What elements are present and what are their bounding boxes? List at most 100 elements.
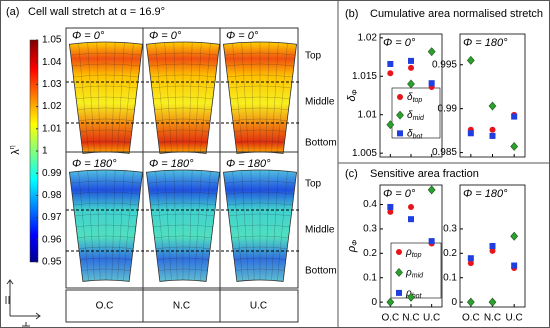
mesh-line xyxy=(123,171,134,281)
panel-label: (c) xyxy=(345,168,358,180)
y-tick-label: 0 xyxy=(371,297,377,308)
legend-label: ρmid xyxy=(405,267,424,280)
column-label: O.C xyxy=(96,301,114,312)
mesh-line xyxy=(241,170,249,281)
mesh-line xyxy=(111,170,116,281)
point xyxy=(407,292,415,302)
row-label: Top xyxy=(305,51,322,62)
point xyxy=(511,262,518,269)
legend-label-main: δ xyxy=(407,92,413,103)
y-axis-label-main: ρ xyxy=(346,246,358,253)
point xyxy=(511,113,518,120)
y-tick-label: 0.3 xyxy=(363,224,377,235)
legend-label-sub: bot xyxy=(413,134,424,141)
y-tick-label: 1.015 xyxy=(352,71,377,82)
row-label: Top xyxy=(305,179,322,190)
point xyxy=(427,47,436,57)
point xyxy=(387,70,394,77)
panel-title: Cumulative area normalised stretch xyxy=(370,8,543,20)
mesh-line xyxy=(164,42,172,153)
colorbar-label-sup: η xyxy=(9,145,16,149)
point xyxy=(489,247,496,254)
y-axis-label-sub: Φ xyxy=(352,89,359,95)
x-tick-label: U.C xyxy=(423,313,440,324)
point xyxy=(466,55,475,65)
point xyxy=(387,60,394,67)
mesh-line xyxy=(250,170,255,281)
colorbar-tick-label: 0.96 xyxy=(42,234,62,245)
point xyxy=(466,297,475,307)
image-title: Φ = 0° xyxy=(149,30,182,42)
mesh-line xyxy=(111,42,116,153)
y-tick-label: 0.4 xyxy=(363,199,377,210)
y-tick-label: 0.3 xyxy=(443,224,457,235)
mesh-line xyxy=(87,170,95,281)
mesh-line xyxy=(155,43,166,153)
point xyxy=(489,243,496,249)
mesh-line xyxy=(173,170,178,281)
point xyxy=(467,255,474,262)
panel-title: Cell wall stretch at α = 16.9° xyxy=(28,6,165,18)
mesh-line xyxy=(271,42,279,153)
point xyxy=(407,79,415,89)
point xyxy=(386,120,395,130)
point xyxy=(408,203,414,210)
legend-label-main: δ xyxy=(407,128,413,139)
y-tick-label: 1.02 xyxy=(358,32,378,43)
mesh-line xyxy=(277,43,288,153)
point xyxy=(467,260,474,267)
mesh-line xyxy=(250,42,255,153)
legend-marker xyxy=(397,130,403,137)
mesh-line xyxy=(188,170,193,281)
column-label: U.C xyxy=(250,301,267,312)
point xyxy=(387,208,394,215)
point xyxy=(489,132,496,139)
colorbar-tick-label: 1.01 xyxy=(42,123,62,134)
mesh-line xyxy=(173,42,178,153)
point xyxy=(467,130,474,137)
point xyxy=(408,64,414,71)
point xyxy=(387,203,394,210)
mesh-line xyxy=(188,42,193,153)
x-tick-label: N.C xyxy=(402,313,419,324)
mesh-line xyxy=(78,43,89,153)
image-title: Φ = 0° xyxy=(72,30,105,42)
mesh-line xyxy=(200,43,211,153)
point xyxy=(489,126,496,133)
legend-marker xyxy=(396,289,402,296)
mesh-line xyxy=(117,42,125,153)
mesh-line xyxy=(87,42,95,153)
point xyxy=(488,297,497,307)
colorbar-label: λη xyxy=(9,145,22,155)
mesh-line xyxy=(232,171,243,281)
colorbar-tick-label: 1.04 xyxy=(42,57,62,68)
y-tick-label: 0.99 xyxy=(438,103,458,114)
y-axis-label: δΦ xyxy=(346,89,359,101)
point xyxy=(428,80,435,87)
legend-label: δbot xyxy=(407,128,423,141)
y-axis-label-sub: Φ xyxy=(352,240,359,246)
x-tick-label: O.C xyxy=(381,313,399,324)
mesh-line xyxy=(96,42,101,153)
point xyxy=(408,57,414,64)
mesh-line xyxy=(194,42,202,153)
colorbar-tick-label: 0.99 xyxy=(42,168,62,179)
mesh-line xyxy=(78,171,89,281)
legend-label: ρbot xyxy=(405,288,423,301)
point xyxy=(488,101,497,111)
y-tick-label: 0.995 xyxy=(432,59,457,70)
x-tick-label: N.C xyxy=(484,313,501,324)
subplot-title: Φ = 180° xyxy=(463,37,508,49)
point xyxy=(428,238,435,245)
image-title: Φ = 0° xyxy=(226,30,259,42)
mesh-line xyxy=(194,170,202,281)
colorbar-tick-label: 0.95 xyxy=(42,257,62,268)
mesh-line xyxy=(96,170,101,281)
mesh-line xyxy=(277,171,288,281)
mesh-line xyxy=(271,170,279,281)
subplot-title: Φ = 0° xyxy=(383,37,416,49)
x-tick-label: O.C xyxy=(462,313,480,324)
legend-label-sub: bot xyxy=(412,293,423,300)
mesh-line xyxy=(241,42,249,153)
